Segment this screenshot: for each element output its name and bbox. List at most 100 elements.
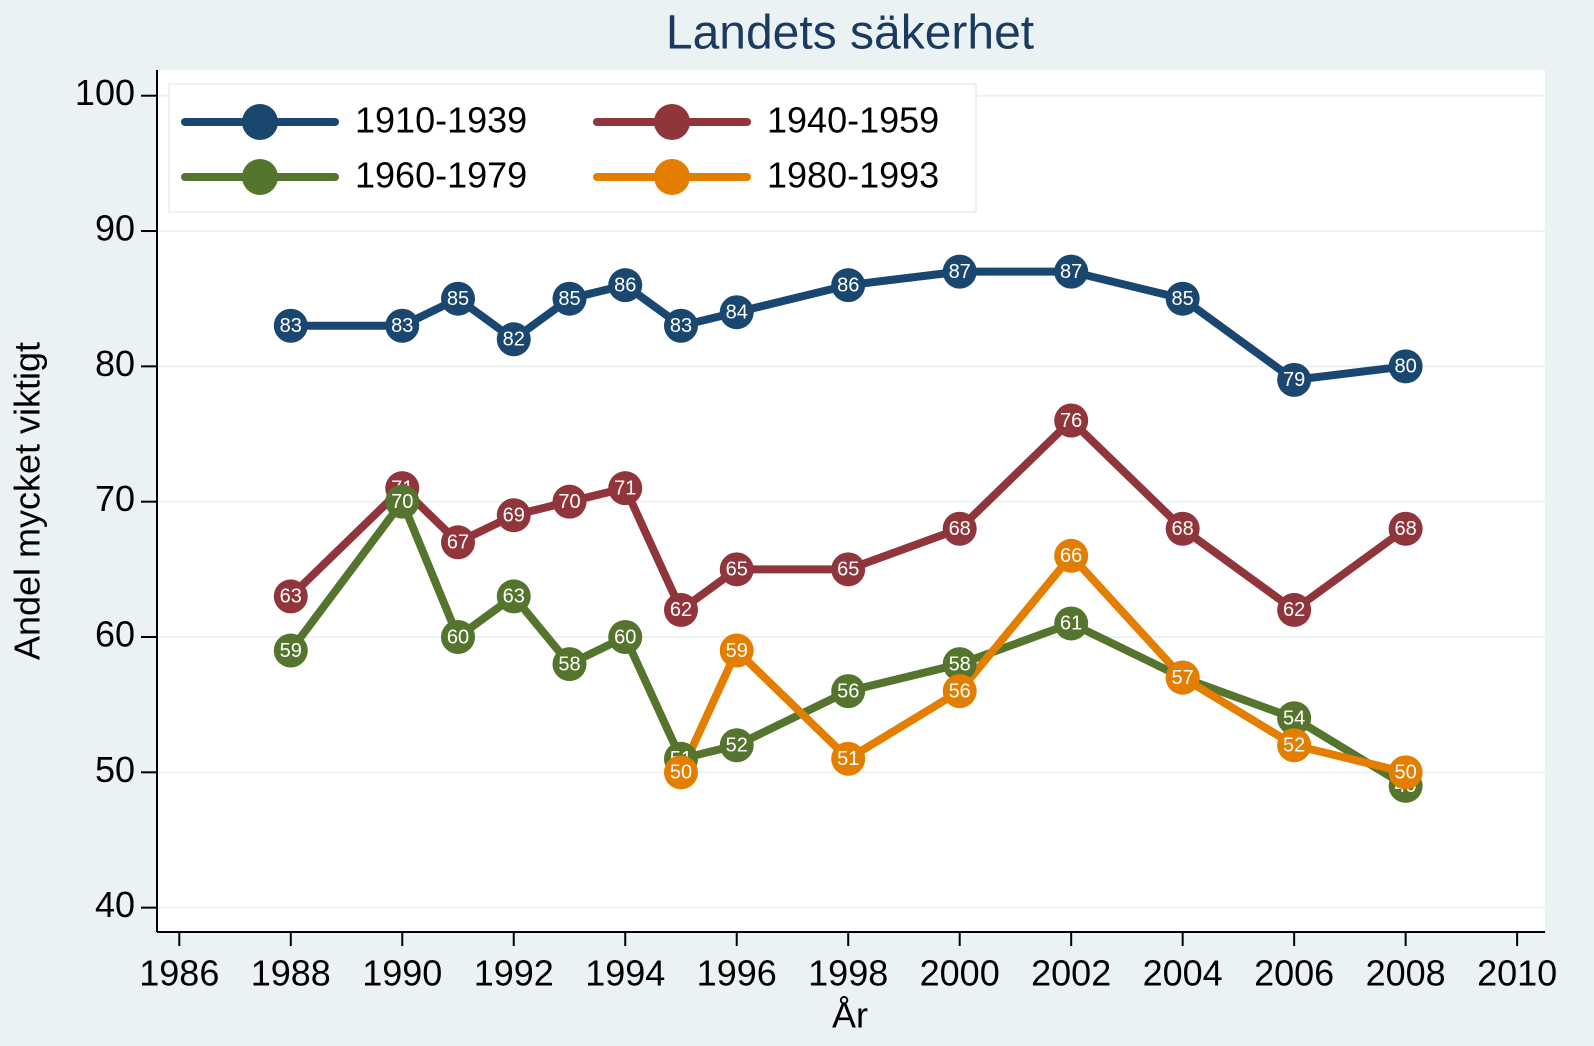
x-tick-label: 2006	[1254, 953, 1334, 994]
data-point	[1054, 254, 1089, 289]
data-point	[719, 728, 754, 763]
data-label: 86	[837, 274, 859, 296]
data-point	[1388, 349, 1423, 384]
data-point	[942, 254, 977, 289]
data-label: 71	[614, 477, 636, 499]
data-label: 68	[1395, 518, 1417, 540]
data-point	[1165, 511, 1200, 546]
data-label: 62	[1283, 599, 1305, 621]
data-point	[663, 755, 698, 790]
series-line	[677, 551, 1407, 777]
data-point	[831, 741, 866, 776]
data-label: 59	[280, 640, 302, 662]
y-tick-label: 40	[95, 884, 135, 925]
x-tick-label: 1998	[808, 953, 888, 994]
data-point	[1277, 592, 1312, 627]
y-tick-label: 70	[95, 478, 135, 519]
data-label: 80	[1395, 356, 1417, 378]
data-point	[663, 308, 698, 343]
data-label: 87	[949, 261, 971, 283]
data-label: 61	[1060, 613, 1082, 635]
data-point	[273, 633, 308, 668]
y-tick-label: 100	[75, 72, 135, 113]
data-point	[608, 471, 643, 506]
data-point	[608, 268, 643, 303]
y-tick-label: 50	[95, 749, 135, 790]
data-point	[942, 647, 977, 682]
x-axis-label: År	[832, 995, 868, 1036]
data-point	[385, 484, 420, 519]
data-label: 65	[726, 559, 748, 581]
x-tick-label: 1988	[251, 953, 331, 994]
data-label: 60	[614, 626, 636, 648]
legend-marker	[654, 104, 690, 140]
data-label: 57	[1172, 667, 1194, 689]
data-label: 63	[280, 586, 302, 608]
data-label: 87	[1060, 261, 1082, 283]
data-label: 58	[558, 653, 580, 675]
data-point	[831, 268, 866, 303]
data-label: 54	[1283, 707, 1305, 729]
data-label: 84	[726, 302, 748, 324]
data-point	[1388, 511, 1423, 546]
data-point	[663, 592, 698, 627]
data-point	[1277, 701, 1312, 736]
data-point	[273, 579, 308, 614]
x-tick-label: 1992	[474, 953, 554, 994]
data-point	[441, 281, 476, 316]
legend-marker	[242, 104, 278, 140]
data-point	[1054, 606, 1089, 641]
x-tick-label: 1996	[697, 953, 777, 994]
x-tick-label: 2004	[1143, 953, 1223, 994]
x-tick-label: 2008	[1366, 953, 1446, 994]
data-label: 83	[280, 315, 302, 337]
data-label: 58	[949, 653, 971, 675]
data-point	[719, 295, 754, 330]
legend-label: 1910-1939	[355, 100, 527, 141]
legend-marker	[242, 159, 278, 195]
data-label: 67	[447, 532, 469, 554]
data-point	[1054, 403, 1089, 438]
y-tick-label: 60	[95, 614, 135, 655]
legend-box	[168, 83, 977, 213]
data-point	[441, 619, 476, 654]
y-axis-label: Andel mycket viktigt	[7, 342, 48, 660]
legend-label: 1940-1959	[767, 100, 939, 141]
x-tick-label: 1990	[362, 953, 442, 994]
data-label: 66	[1060, 545, 1082, 567]
data-label: 76	[1060, 410, 1082, 432]
data-label: 62	[670, 599, 692, 621]
legend-label: 1980-1993	[767, 155, 939, 196]
data-point	[552, 281, 587, 316]
data-label: 56	[837, 680, 859, 702]
data-label: 59	[726, 640, 748, 662]
data-point	[496, 579, 531, 614]
data-label: 86	[614, 274, 636, 296]
data-label: 50	[670, 762, 692, 784]
data-point	[552, 647, 587, 682]
data-point	[719, 633, 754, 668]
data-point	[1277, 362, 1312, 397]
data-label: 82	[503, 329, 525, 351]
data-point	[1277, 728, 1312, 763]
data-point	[552, 484, 587, 519]
data-label: 85	[447, 288, 469, 310]
data-point	[385, 308, 420, 343]
data-label: 65	[837, 559, 859, 581]
data-point	[1165, 660, 1200, 695]
data-label: 83	[391, 315, 413, 337]
data-point	[273, 308, 308, 343]
data-label: 68	[1172, 518, 1194, 540]
data-label: 52	[1283, 735, 1305, 757]
data-label: 63	[503, 586, 525, 608]
legend-label: 1960-1979	[355, 155, 527, 196]
x-tick-label: 1986	[139, 953, 219, 994]
x-tick-label: 2000	[920, 953, 1000, 994]
data-point	[719, 552, 754, 587]
data-label: 56	[949, 680, 971, 702]
data-point	[1165, 281, 1200, 316]
data-point	[942, 511, 977, 546]
data-point	[441, 525, 476, 560]
